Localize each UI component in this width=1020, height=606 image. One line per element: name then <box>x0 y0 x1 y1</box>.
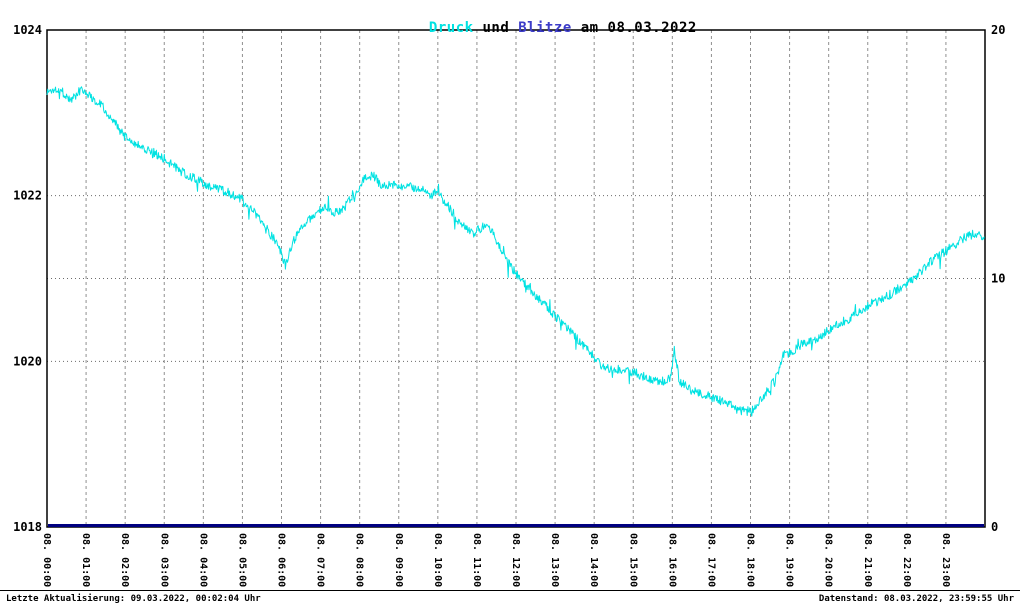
y-axis-label-right: 10 <box>991 272 1005 286</box>
druck-series-line <box>46 86 985 417</box>
x-axis-label: 08. 13:00 <box>549 533 560 587</box>
x-axis-label: 08. 17:00 <box>705 533 716 587</box>
y-axis-label-left: 1022 <box>13 189 42 203</box>
y-axis-label-left: 1024 <box>13 23 42 37</box>
x-axis-label: 08. 02:00 <box>119 533 130 587</box>
y-axis-label-right: 20 <box>991 23 1005 37</box>
footer-data-timestamp: Datenstand: 08.03.2022, 23:59:55 Uhr <box>818 594 1014 604</box>
footer-divider <box>0 590 1020 591</box>
y-axis-label-left: 1018 <box>13 520 42 534</box>
x-axis-label: 08. 16:00 <box>666 533 677 587</box>
x-axis-label: 08. 05:00 <box>236 533 247 587</box>
x-axis-label: 08. 00:00 <box>41 533 52 587</box>
title-und-label: und <box>473 20 519 36</box>
title-blitze-label: Blitze <box>518 20 572 36</box>
x-axis-label: 08. 21:00 <box>862 533 873 587</box>
x-axis-label: 08. 12:00 <box>510 533 521 587</box>
x-axis-label: 08. 01:00 <box>80 533 91 587</box>
y-axis-label-right: 0 <box>991 520 998 534</box>
x-axis-label: 08. 14:00 <box>588 533 599 587</box>
chart-title: Druck und Blitze am 08.03.2022 <box>0 4 1020 52</box>
x-axis-label: 08. 07:00 <box>315 533 326 587</box>
x-axis-label: 08. 11:00 <box>471 533 482 587</box>
x-axis-label: 08. 22:00 <box>901 533 912 587</box>
footer-last-update: Letzte Aktualisierung: 09.03.2022, 00:02… <box>6 594 261 604</box>
x-axis-label: 08. 18:00 <box>745 533 756 587</box>
x-axis-label: 08. 09:00 <box>393 533 404 587</box>
x-axis-label: 08. 06:00 <box>276 533 287 587</box>
y-axis-label-left: 1020 <box>13 354 42 368</box>
x-axis-label: 08. 23:00 <box>940 533 951 587</box>
x-axis-label: 08. 03:00 <box>158 533 169 587</box>
x-axis-label: 08. 10:00 <box>432 533 443 587</box>
title-druck-label: Druck <box>428 20 474 36</box>
x-axis-label: 08. 20:00 <box>823 533 834 587</box>
x-axis-label: 08. 04:00 <box>197 533 208 587</box>
x-axis-label: 08. 08:00 <box>354 533 365 587</box>
x-axis-label: 08. 19:00 <box>784 533 795 587</box>
title-date-label: am 08.03.2022 <box>571 20 697 36</box>
x-axis-label: 08. 15:00 <box>627 533 638 587</box>
chart-canvas: 1024 1022 1020 1018 20 10 0 08. 00:00 08. 01:00 0… <box>13 23 1005 587</box>
